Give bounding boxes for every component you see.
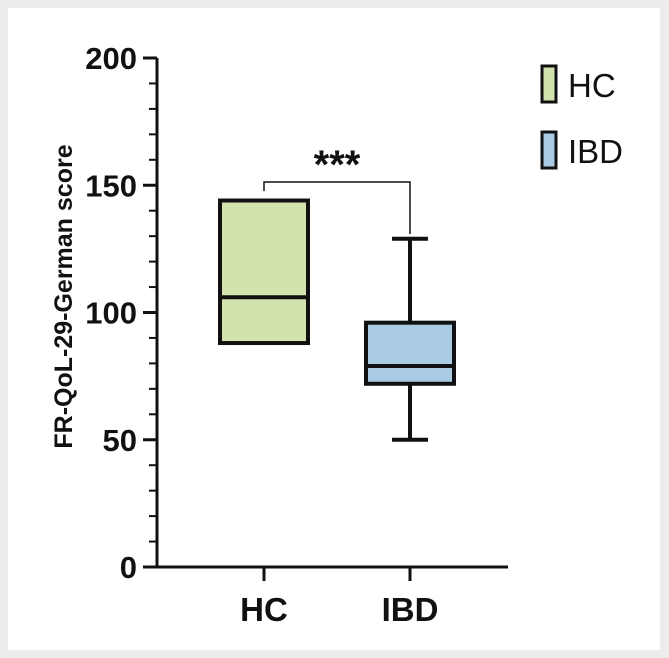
y-tick-label: 0	[120, 550, 137, 585]
significance-label: ***	[314, 143, 361, 187]
legend-label-ibd: IBD	[568, 133, 623, 170]
y-tick-label: 100	[85, 296, 137, 331]
y-tick-label: 200	[85, 41, 137, 76]
y-tick-label: 150	[85, 168, 137, 203]
y-axis-title: FR-QoL-29-German score	[50, 144, 78, 448]
legend-swatch-ibd	[540, 130, 558, 170]
x-category-label-hc: HC	[240, 591, 288, 628]
legend-label-hc: HC	[568, 67, 616, 104]
y-tick-label: 50	[103, 423, 137, 458]
legend-swatch-hc	[540, 64, 558, 104]
chart-frame: 0 50 100 150 200 FR-QoL-29-German score HC IBD *…	[8, 8, 660, 650]
box-ibd	[364, 320, 456, 386]
x-category-label-ibd: IBD	[382, 591, 439, 628]
box-plot-chart: 0 50 100 150 200 FR-QoL-29-German score HC IBD *…	[50, 41, 623, 628]
significance-bracket	[263, 181, 411, 234]
box-hc	[218, 198, 310, 346]
